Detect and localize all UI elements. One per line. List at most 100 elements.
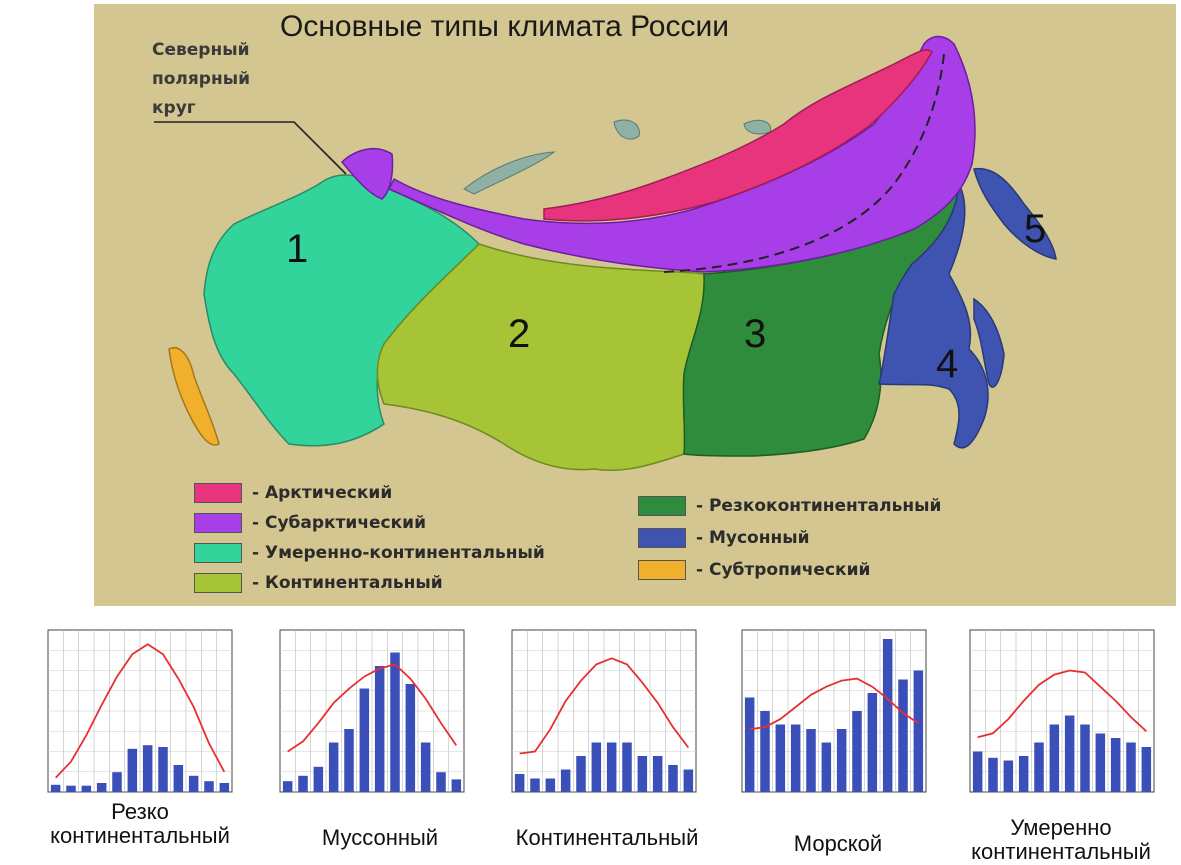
precipitation-bar — [760, 711, 770, 792]
precipitation-bar — [188, 775, 199, 792]
legend-item-monsoon: - Мусонный — [638, 525, 810, 551]
legend-item-subarctic: - Субарктический — [194, 510, 426, 536]
climogram-sharply-continental — [36, 626, 246, 796]
precipitation-bar — [622, 742, 632, 792]
climogram-caption-line: Умеренно — [1010, 815, 1112, 840]
precipitation-bar — [867, 693, 878, 792]
precipitation-bar — [405, 684, 416, 792]
precipitation-bar — [744, 697, 755, 792]
temperature-line — [519, 657, 690, 755]
climogram-marine — [730, 626, 940, 796]
arctic-circle-line — [154, 121, 347, 175]
polar-circle-label: Северный полярный круг — [152, 36, 250, 123]
precipitation-bar — [514, 774, 525, 792]
legend-swatch — [638, 528, 686, 548]
polar-circle-label-line: круг — [152, 98, 196, 118]
legend-swatch — [194, 483, 242, 503]
new-siberian-islands — [743, 119, 772, 135]
temperature-line — [55, 643, 226, 779]
precipitation-bar — [652, 756, 663, 792]
precipitation-bar — [127, 748, 138, 792]
precipitation-bar — [898, 679, 908, 792]
precipitation-bar — [530, 778, 540, 792]
precipitation-bar — [545, 778, 556, 792]
precipitation-bar — [591, 742, 602, 792]
precipitation-bar — [81, 785, 92, 792]
climogram-caption: Умеренно континентальный — [944, 816, 1178, 864]
arctic-circle-dashed — [663, 53, 945, 273]
precipitation-bar — [806, 729, 816, 792]
climate-map-panel: 1 2 3 4 5 Основные типы климата России С… — [94, 4, 1176, 606]
precipitation-bar — [1141, 747, 1152, 792]
map-title: Основные типы климата России — [280, 10, 730, 43]
precipitation-bar — [821, 742, 832, 792]
legend-label: - Арктический — [252, 483, 393, 503]
climogram-monsoon — [268, 626, 478, 796]
precipitation-bar — [988, 757, 998, 792]
temperature-line — [287, 663, 458, 753]
precipitation-bar — [66, 785, 76, 792]
climogram-chart — [511, 629, 697, 793]
precipitation-bar — [836, 729, 847, 792]
polar-circle-label-line: Северный — [152, 40, 250, 60]
climogram-temperate-continental — [958, 626, 1168, 796]
region-number-3: 3 — [744, 312, 766, 356]
temperature-line — [977, 669, 1147, 739]
precipitation-bar — [683, 769, 694, 792]
precipitation-bar — [313, 766, 324, 792]
climogram-caption-line: Резко — [111, 799, 169, 824]
climogram-caption: Муссонный — [280, 826, 480, 850]
precipitation-bar — [436, 772, 446, 792]
legend-label: - Резкоконтинентальный — [696, 496, 942, 516]
precipitation-bar — [298, 775, 308, 792]
precipitation-bar — [775, 724, 786, 792]
region-arctic — [543, 49, 933, 222]
precipitation-bar — [359, 688, 370, 792]
climogram-caption: Резко континентальный — [20, 800, 260, 848]
legend-item-temperate-continental: - Умеренно-континентальный — [194, 540, 545, 566]
precipitation-bar — [972, 751, 983, 792]
region-continental — [376, 243, 705, 472]
precipitation-bar — [390, 652, 400, 792]
precipitation-bar — [637, 756, 648, 792]
climogram-caption: Континентальный — [487, 826, 727, 850]
region-monsoon — [878, 181, 989, 449]
precipitation-bar — [1049, 724, 1060, 792]
legend-item-sharply-continental: - Резкоконтинентальный — [638, 493, 941, 519]
legend-label: - Субтропический — [696, 560, 871, 580]
precipitation-bar — [112, 772, 122, 792]
precipitation-bar — [560, 769, 571, 792]
region-number-2: 2 — [508, 312, 530, 356]
region-subarctic — [387, 35, 976, 273]
sakhalin-island — [973, 297, 1005, 388]
precipitation-bar — [420, 742, 431, 792]
precipitation-bar — [142, 745, 153, 792]
climogram-chart — [279, 629, 465, 793]
precipitation-bar — [1080, 724, 1090, 792]
region-subtropical — [168, 347, 220, 446]
severnaya-zemlya-island — [613, 119, 640, 140]
legend-item-arctic: - Арктический — [194, 480, 392, 506]
precipitation-bar — [1018, 756, 1029, 792]
legend-item-continental: - Континентальный — [194, 570, 443, 596]
precipitation-bar — [158, 747, 168, 792]
legend-label: - Умеренно-континентальный — [252, 543, 545, 563]
temperature-line — [749, 677, 919, 731]
precipitation-bar — [1126, 742, 1136, 792]
legend-swatch — [194, 573, 242, 593]
precipitation-bar — [173, 765, 184, 792]
kola-peninsula — [340, 147, 394, 200]
climogram-caption-line: континентальный — [50, 823, 230, 848]
climogram-chart — [741, 629, 927, 793]
legend-swatch — [638, 496, 686, 516]
climogram-caption-line: Континентальный — [515, 825, 699, 850]
legend-label: - Субарктический — [252, 513, 426, 533]
precipitation-bar — [852, 711, 862, 792]
precipitation-bar — [282, 781, 293, 792]
russia-climate-map: 1 2 3 4 5 — [154, 35, 1057, 472]
region-number-5: 5 — [1024, 207, 1046, 251]
legend-label: - Континентальный — [252, 573, 443, 593]
precipitation-bar — [1064, 715, 1075, 792]
climogram-caption-line: Морской — [793, 831, 883, 856]
climogram-caption-line: континентальный — [971, 839, 1151, 864]
